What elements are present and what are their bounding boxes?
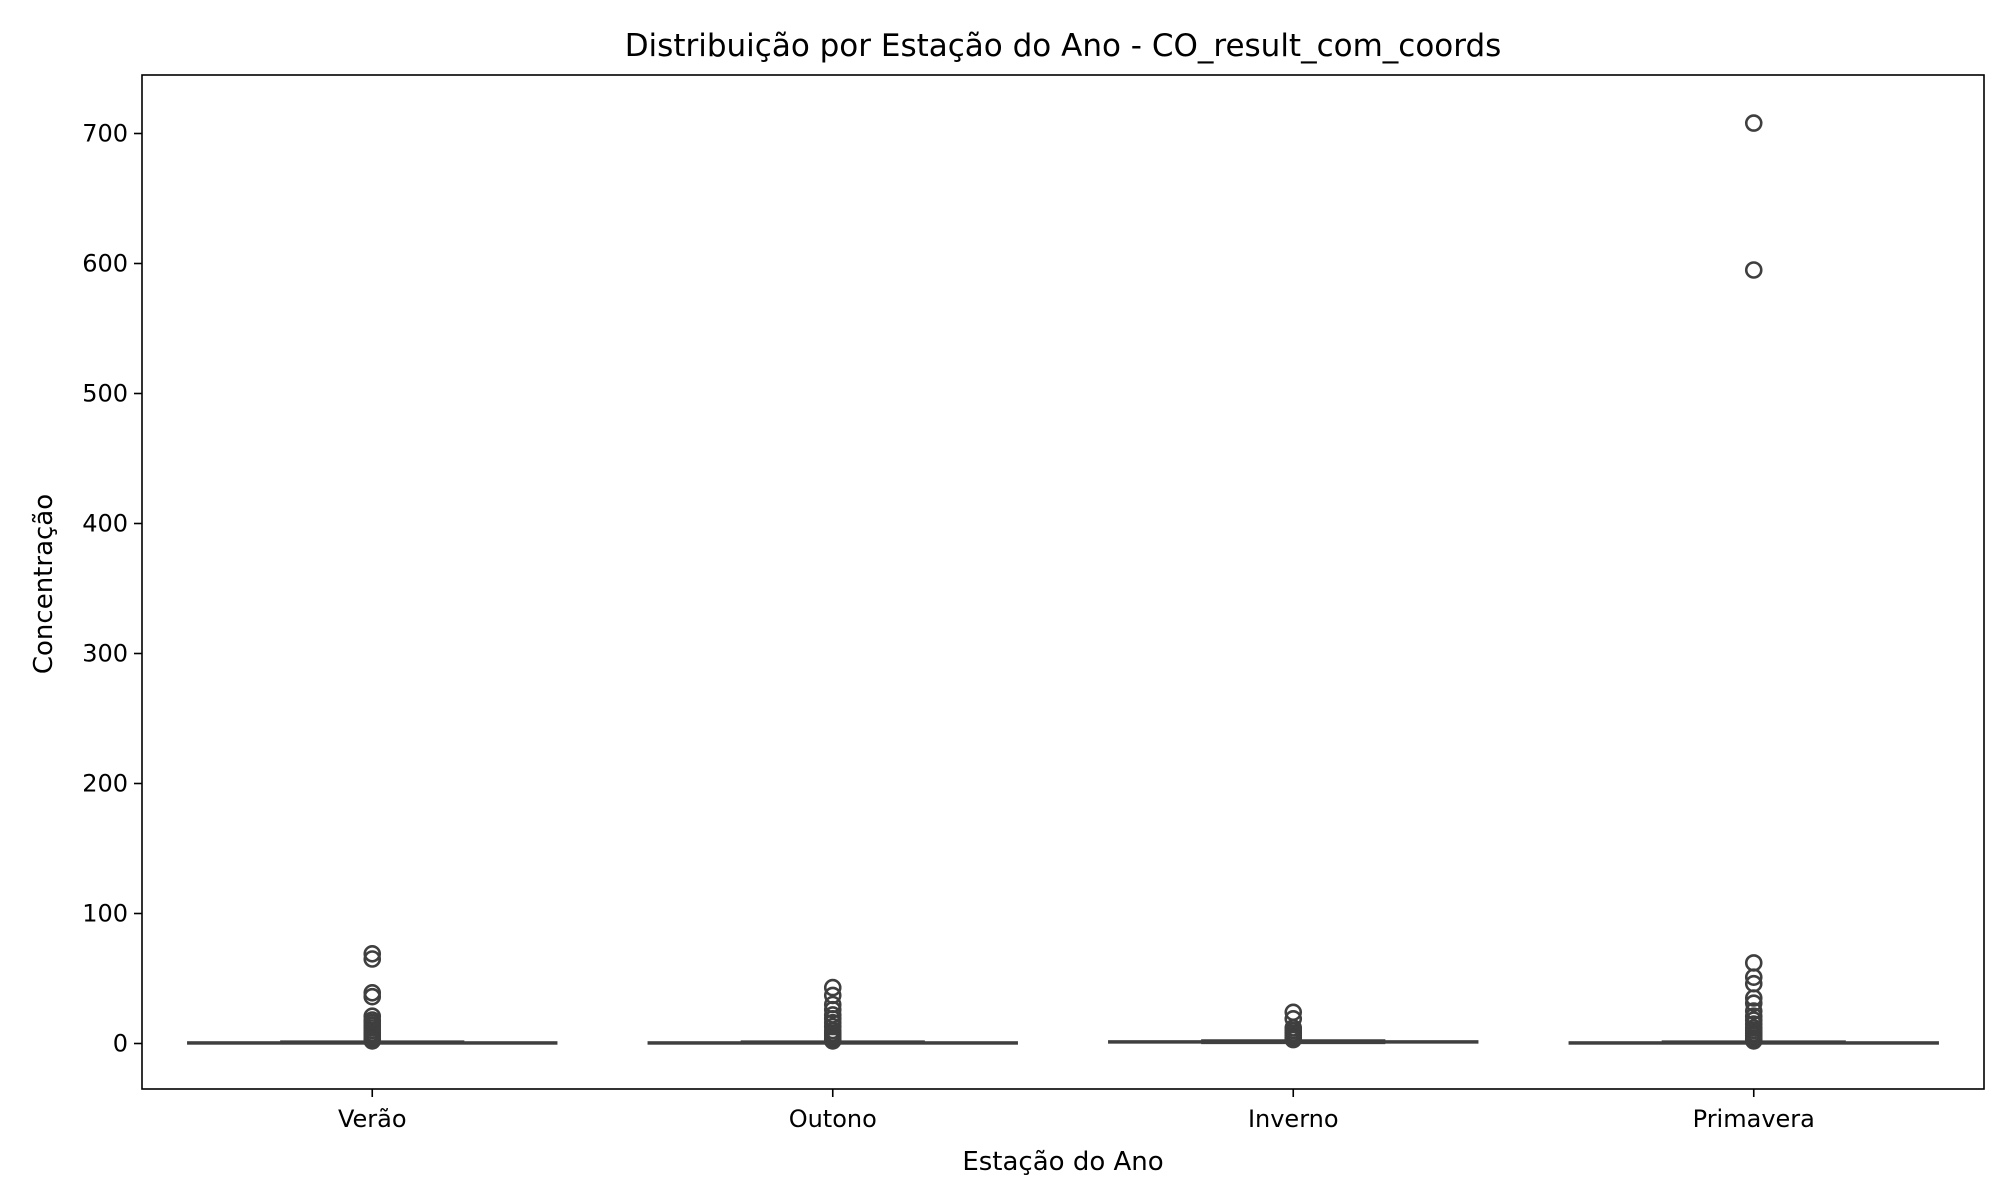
plot-area: 0 100 200 300 400 500 600 700 Verão Outono Inverno… xyxy=(82,114,1939,1133)
y-tick-label: 100 xyxy=(82,900,128,928)
outlier-point xyxy=(363,987,382,1006)
outlier-point xyxy=(1284,1030,1303,1049)
outlier-point xyxy=(1744,989,1763,1007)
y-tick-label: 600 xyxy=(82,250,128,278)
y-tick-label: 400 xyxy=(82,510,128,538)
outlier-point xyxy=(823,1032,842,1050)
x-axis-title: Estação do Ano xyxy=(962,1147,1163,1177)
y-tick-label: 300 xyxy=(82,640,128,668)
y-tick-label: 200 xyxy=(82,770,128,798)
chart-title: Distribuição por Estação do Ano - CO_res… xyxy=(625,28,1502,64)
outlier-point xyxy=(363,1032,382,1050)
x-tick-label: Outono xyxy=(789,1105,877,1133)
x-tick-label: Verão xyxy=(338,1105,407,1133)
outlier-point xyxy=(1744,994,1763,1013)
outlier-point xyxy=(363,944,382,963)
outlier-point xyxy=(1744,261,1763,279)
x-tick-label: Inverno xyxy=(1248,1105,1339,1133)
y-tick-label: 0 xyxy=(113,1030,128,1058)
y-tick-label: 700 xyxy=(82,120,128,148)
outlier-point xyxy=(1744,1032,1763,1050)
y-axis-title: Concentração xyxy=(29,494,59,674)
plot-frame xyxy=(141,74,1985,1090)
outlier-point xyxy=(1744,1002,1763,1020)
outlier-point xyxy=(1744,968,1763,987)
x-tick-label: Primavera xyxy=(1693,1105,1815,1133)
outlier-point xyxy=(823,1000,842,1019)
outlier-point xyxy=(363,950,382,968)
y-tick-label: 500 xyxy=(82,380,128,408)
outlier-point xyxy=(1744,114,1763,132)
outlier-point xyxy=(823,978,842,997)
